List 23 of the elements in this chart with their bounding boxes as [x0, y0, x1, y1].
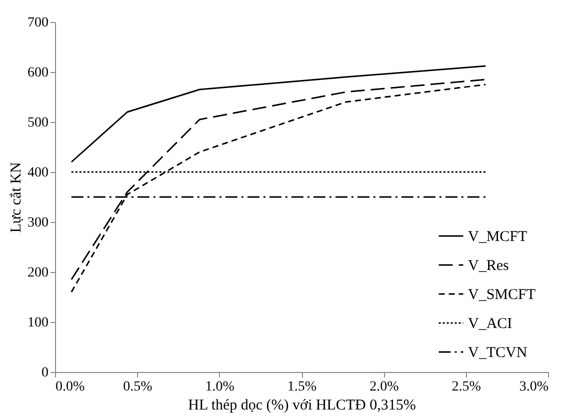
legend-label: V_ACI: [468, 316, 512, 332]
legend-label: V_TCVN: [468, 345, 528, 361]
y-tick-label: 600: [28, 66, 48, 80]
y-tick-label: 300: [28, 216, 48, 230]
line-series: [70, 65, 486, 163]
y-tick-label: 500: [28, 116, 48, 130]
legend-label: V_Res: [468, 258, 509, 274]
legend-label: V_SMCFT: [468, 287, 536, 303]
y-tick-label: 100: [28, 316, 48, 330]
x-axis-title: HL thép dọc (%) với HLCTĐ 0,315%: [188, 398, 416, 414]
y-tick-label: 200: [28, 266, 48, 280]
x-tick-label: 2.5%: [452, 380, 482, 394]
x-tick-label: 0.0%: [56, 380, 85, 394]
x-tick-label: 1.5%: [287, 380, 317, 394]
y-axis-title: Lực cắt KN: [8, 162, 24, 233]
x-tick-label: 3.0%: [519, 380, 549, 394]
x-tick-label: 0.5%: [123, 380, 153, 394]
x-tick-label: 1.0%: [205, 380, 235, 394]
y-tick-label: 0: [42, 366, 48, 380]
y-tick-label: 700: [28, 16, 48, 30]
x-tick-label: 2.0%: [370, 380, 400, 394]
y-tick-label: 400: [28, 166, 48, 180]
legend-label: V_MCFT: [468, 229, 528, 245]
